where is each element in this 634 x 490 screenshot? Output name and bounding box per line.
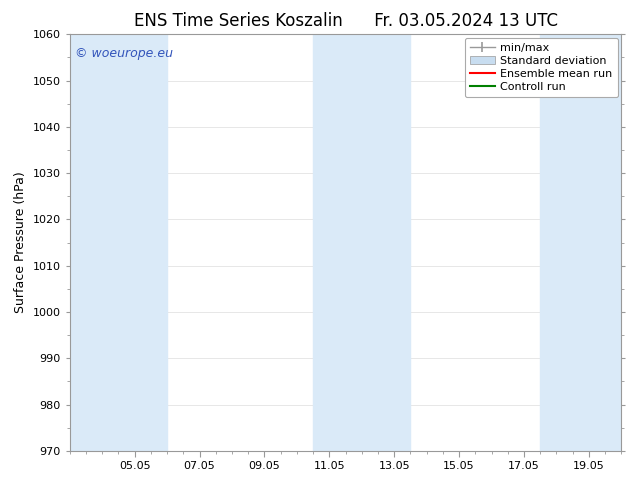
Bar <box>70 34 167 451</box>
Legend: min/max, Standard deviation, Ensemble mean run, Controll run: min/max, Standard deviation, Ensemble me… <box>465 38 618 97</box>
Text: © woeurope.eu: © woeurope.eu <box>75 47 173 60</box>
Y-axis label: Surface Pressure (hPa): Surface Pressure (hPa) <box>14 172 27 314</box>
Title: ENS Time Series Koszalin      Fr. 03.05.2024 13 UTC: ENS Time Series Koszalin Fr. 03.05.2024 … <box>134 12 557 30</box>
Bar <box>540 34 621 451</box>
Bar <box>313 34 410 451</box>
